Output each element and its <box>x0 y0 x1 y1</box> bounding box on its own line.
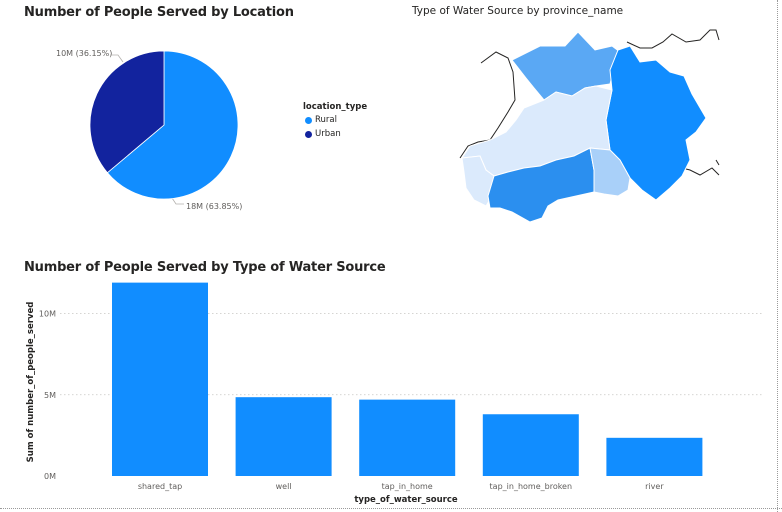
legend-marker-rural <box>305 116 312 124</box>
y-tick-label: 0M <box>44 472 56 481</box>
bar-chart-title: Number of People Served by Type of Water… <box>24 260 386 275</box>
pie-legend: location_type Rural Urban <box>303 102 367 143</box>
pie-leader-urban <box>110 54 124 63</box>
bar-chart: 0M 5M 10M shared_tap well tap_in_home tap_in_h… <box>39 282 762 491</box>
province-map <box>459 29 720 223</box>
map-province-south[interactable] <box>487 147 595 223</box>
y-tick-label: 10M <box>39 310 56 319</box>
x-tick-label: tap_in_home_broken <box>490 482 573 491</box>
legend-item-urban[interactable]: Urban <box>305 129 367 139</box>
pie-label-urban: 10M (36.15%) <box>56 49 113 58</box>
bar-shared-tap[interactable] <box>112 282 208 476</box>
bar-tap-in-home-broken[interactable] <box>482 414 579 476</box>
legend-item-rural[interactable]: Rural <box>305 115 367 125</box>
pie-chart <box>89 50 239 200</box>
bar-tap-in-home[interactable] <box>359 399 456 476</box>
x-tick-label: well <box>276 482 292 491</box>
report-frame-right-border <box>777 0 778 512</box>
map-province-north[interactable] <box>511 31 621 101</box>
bar-y-axis-title: Sum of number_of_people_served <box>26 302 36 463</box>
legend-label-urban: Urban <box>315 129 341 139</box>
x-tick-label: tap_in_home <box>382 482 433 491</box>
report-frame-bottom-border <box>0 508 782 509</box>
x-tick-label: shared_tap <box>138 482 182 491</box>
pie-slice-urban[interactable] <box>89 50 165 174</box>
legend-marker-urban <box>305 130 312 138</box>
map-province-southeast[interactable] <box>589 147 631 197</box>
bar-well[interactable] <box>235 397 332 476</box>
map-boundary-lines <box>459 29 720 176</box>
y-tick-label: 5M <box>44 391 56 400</box>
x-tick-label: river <box>645 482 664 491</box>
map-title: Type of Water Source by province_name <box>412 5 624 17</box>
bar-x-axis-title: type_of_water_source <box>354 495 458 505</box>
pie-slice-rural[interactable] <box>106 50 239 200</box>
legend-label-rural: Rural <box>315 115 337 125</box>
legend-title: location_type <box>303 102 368 112</box>
pie-label-rural: 18M (63.85%) <box>186 202 243 211</box>
pie-chart-title: Number of People Served by Location <box>24 5 294 20</box>
bar-river[interactable] <box>606 437 703 476</box>
